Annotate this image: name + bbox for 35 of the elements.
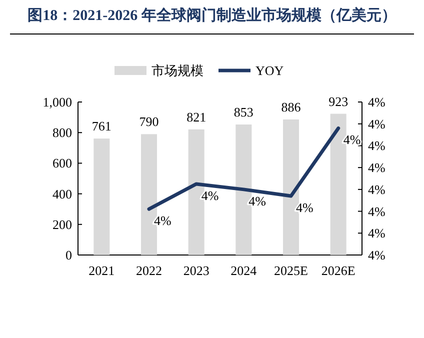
y-tick-label: 800 — [52, 125, 72, 140]
chart-title: 图18：2021-2026 年全球阀门制造业市场规模（亿美元） — [28, 6, 396, 24]
y-tick-label: 1,000 — [42, 94, 72, 110]
y2-tick-label: 4% — [368, 182, 386, 197]
data-label: 886 — [281, 99, 302, 114]
legend-label: 市场规模 — [152, 63, 204, 78]
data-label: 4% — [296, 200, 314, 215]
y2-tick-label: 4% — [368, 160, 386, 176]
data-label: 4% — [343, 132, 361, 148]
y-tick-label: 200 — [52, 216, 72, 232]
x-tick-label: 2025E — [274, 263, 308, 278]
y-tick-label: 0 — [66, 248, 72, 262]
line-series — [147, 126, 340, 211]
y-tick-label: 600 — [52, 156, 72, 171]
data-label: 821 — [186, 109, 206, 124]
data-label: 853 — [234, 104, 254, 120]
data-label: 4% — [248, 193, 266, 208]
data-label: 4% — [154, 213, 172, 228]
y-tick-label: 400 — [52, 186, 72, 202]
x-tick-label: 2024 — [230, 263, 258, 278]
x-tick-label: 2026E — [321, 263, 356, 278]
legend-label: YOY — [256, 63, 284, 78]
data-label: 761 — [92, 118, 112, 134]
y2-tick-label: 4% — [368, 248, 386, 262]
y2-tick-label: 4% — [368, 138, 386, 154]
x-tick-label: 2022 — [136, 263, 162, 278]
y2-tick-label: 4% — [368, 116, 386, 132]
y2-tick-label: 4% — [368, 226, 386, 241]
y2-tick-label: 4% — [368, 204, 386, 219]
y2-tick-label: 4% — [368, 94, 386, 110]
data-label: 923 — [328, 94, 348, 109]
data-label: 790 — [139, 114, 159, 130]
data-label: 4% — [201, 188, 219, 203]
x-tick-label: 2023 — [183, 263, 210, 278]
x-tick-label: 2021 — [88, 263, 115, 278]
